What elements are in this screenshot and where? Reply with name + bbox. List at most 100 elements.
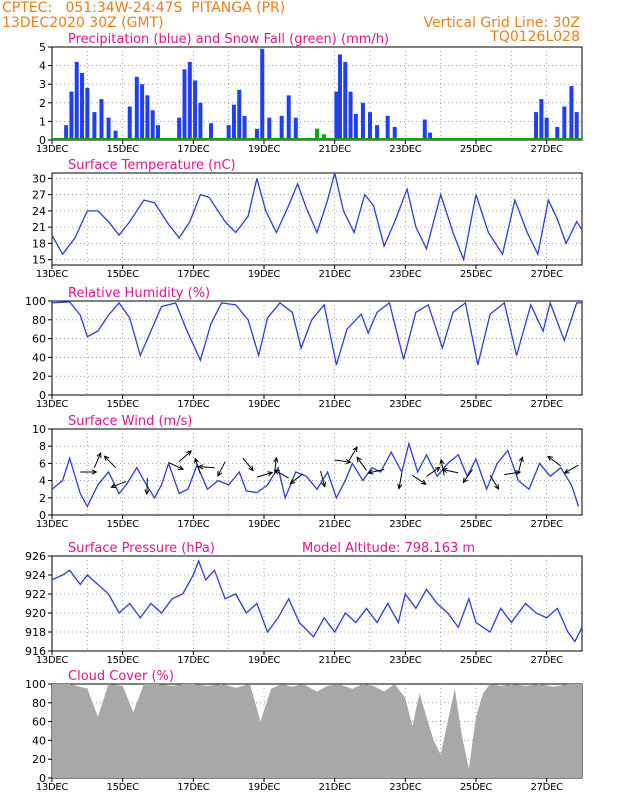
- chart-3-wind-arrow: [440, 459, 445, 476]
- chart-3-xtick-label: 23DEC: [389, 519, 422, 530]
- chart-1-ytick-label: 18: [32, 237, 46, 250]
- chart-0-series-0-bar: [337, 54, 342, 140]
- chart-0-series-0-bar: [106, 117, 111, 140]
- chart-5-ytick-label: 40: [32, 734, 46, 747]
- chart-3-xtick-label: 15DEC: [107, 519, 140, 530]
- chart-5-ytick-label: 80: [32, 697, 46, 710]
- chart-2-xtick-label: 23DEC: [389, 399, 422, 410]
- chart-3-wind-arrow: [146, 478, 148, 495]
- chart-3-wind-arrow: [168, 462, 184, 470]
- chart-2-xtick-label: 21DEC: [319, 399, 352, 410]
- chart-3-wind-arrow: [356, 457, 367, 471]
- chart-0-xtick-label: 25DEC: [460, 144, 493, 155]
- chart-0-series-0-bar: [187, 61, 192, 140]
- chart-2-ytick-label: 60: [32, 333, 46, 346]
- chart-3-ytick-label: 10: [32, 423, 46, 436]
- chart-3-wind-arrow: [412, 475, 427, 485]
- chart-0-series-1-bar: [315, 128, 319, 140]
- chart-4-xtick-label: 25DEC: [460, 655, 493, 666]
- chart-4-ytick-label: 924: [25, 569, 46, 582]
- chart-3-wind-arrow: [426, 466, 441, 477]
- chart-2-series-0-line: [51, 300, 582, 366]
- chart-3-wind-arrow: [547, 455, 562, 467]
- header: CPTEC: 051:34W-24:47S PITANGA (PR) 13DEC…: [0, 0, 618, 46]
- chart-3-wind-arrow: [242, 457, 254, 471]
- chart-0-series-0-bar: [156, 125, 160, 140]
- chart-1-xtick-label: 15DEC: [107, 269, 140, 280]
- chart-3-wind-arrow-head: [273, 469, 280, 475]
- chart-4-xtick-label: 21DEC: [319, 655, 352, 666]
- chart-0-series-0-bar: [422, 119, 427, 140]
- chart-4-xtick-label: 27DEC: [531, 655, 564, 666]
- chart-2-xtick-label: 27DEC: [531, 399, 564, 410]
- chart-3-wind-arrow-head: [110, 483, 117, 489]
- chart-4-xtick-label: 23DEC: [389, 655, 422, 666]
- chart-3-xtick-label: 17DEC: [177, 519, 210, 530]
- chart-3-wind-arrow-head: [289, 478, 296, 485]
- chart-3-wind-arrow: [462, 469, 473, 483]
- chart-3-wind-arrow-head: [267, 471, 274, 477]
- chart-0-series-0-bar: [237, 89, 242, 140]
- chart-5-xtick-label: 19DEC: [248, 782, 281, 793]
- chart-0-ytick-label: 1: [39, 115, 46, 128]
- chart-3-wind-arrow-head: [434, 466, 441, 472]
- chart-2-frame: [51, 300, 583, 396]
- chart-0-series-0-bar: [392, 126, 397, 140]
- chart-3-wind-arrow: [256, 472, 273, 478]
- chart-0-series-0-bar: [260, 48, 265, 140]
- chart-0-series-0-bar: [242, 115, 247, 140]
- chart-3-wind-arrow: [194, 458, 201, 474]
- chart-0-ytick-label: 2: [39, 97, 46, 110]
- chart-0-series-1-bar: [322, 134, 327, 140]
- chart-0-series-0-bar: [539, 99, 544, 140]
- chart-5-series-0-area: [52, 684, 582, 778]
- chart-1-xtick-label: 21DEC: [319, 269, 352, 280]
- chart-3-wind-arrow: [564, 464, 579, 474]
- chart-0-series-0-bar: [209, 123, 213, 140]
- chart-5-ytick-label: 100: [25, 678, 46, 691]
- chart-3-wind-arrow-head: [356, 456, 362, 463]
- chart-3-ytick-label: 4: [39, 475, 46, 488]
- chart-3-wind-arrow-head: [420, 479, 427, 485]
- chart-0-series-0-bar: [569, 86, 574, 140]
- chart-4-frame: [51, 555, 583, 652]
- chart-5-xtick-label: 25DEC: [460, 782, 493, 793]
- chart-3-wind-arrow: [517, 457, 523, 473]
- chart-0-series-0-bar: [428, 132, 433, 140]
- chart-2-xtick-label: 25DEC: [460, 399, 493, 410]
- chart-3-wind-arrow: [368, 468, 385, 474]
- chart-4-xtick-label: 17DEC: [177, 655, 210, 666]
- chart-4-xtick-label: 19DEC: [248, 655, 281, 666]
- chart-0-series-0-bar: [574, 112, 579, 140]
- chart-3-wind-arrow: [217, 461, 226, 477]
- chart-2-xtick-label: 17DEC: [177, 399, 210, 410]
- chart-4-xtick-label: 15DEC: [107, 655, 140, 666]
- chart-4-annotation: Model Altitude: 798.163 m: [302, 541, 475, 556]
- chart-0-ytick-label: 0: [39, 134, 46, 147]
- chart-0-title: Precipitation (blue) and Snow Fall (gree…: [68, 32, 389, 47]
- chart-3-wind-arrow-head: [518, 456, 524, 463]
- chart-3-title: Surface Wind (m/s): [68, 414, 192, 429]
- chart-0-series-0-bar: [254, 128, 259, 140]
- chart-1-xtick-label: 25DEC: [460, 269, 493, 280]
- chart-3-xtick-label: 19DEC: [248, 519, 281, 530]
- chart-4-series-0-line: [51, 558, 583, 643]
- chart-5-title: Cloud Cover (%): [68, 669, 174, 684]
- chart-0-series-0-bar: [198, 102, 203, 140]
- chart-0-series-0-bar: [334, 91, 339, 140]
- chart-1-ytick-label: 24: [32, 205, 46, 218]
- chart-3-wind-arrow: [504, 471, 521, 476]
- chart-5-ytick-label: 60: [32, 716, 46, 729]
- chart-0-series-0-bar: [182, 69, 187, 140]
- chart-3-wind-arrow-head: [96, 451, 102, 459]
- chart-0-series-0-bar: [353, 113, 358, 140]
- chart-0-series-0-bar: [360, 102, 365, 140]
- chart-0-series-0-bar: [279, 115, 284, 140]
- chart-3-wind-arrow-head: [345, 458, 352, 465]
- chart-2-ytick-label: 20: [32, 370, 46, 383]
- chart-3-wind-arrow: [93, 452, 102, 468]
- chart-3-wind-arrow: [104, 455, 116, 469]
- chart-3-wind-arrow-head: [144, 489, 150, 496]
- chart-4-xtick-label: 13DEC: [36, 655, 69, 666]
- chart-3-wind-arrow: [348, 446, 358, 462]
